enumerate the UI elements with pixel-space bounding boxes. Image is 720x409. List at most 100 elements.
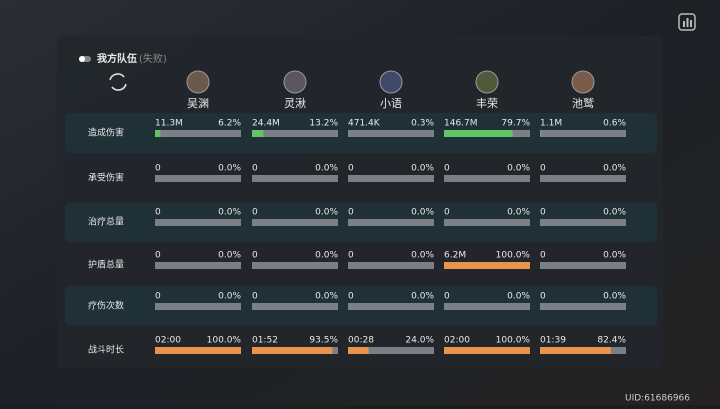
cell-value: 0 bbox=[540, 251, 546, 261]
cell-percent: 0.0% bbox=[507, 164, 530, 174]
bar-track bbox=[540, 303, 626, 310]
cell-value: 01:52 bbox=[252, 336, 278, 346]
cell-percent: 0.0% bbox=[218, 251, 241, 261]
avatar bbox=[380, 71, 402, 93]
avatar bbox=[572, 71, 594, 93]
bar-track bbox=[155, 130, 241, 137]
bar-fill bbox=[444, 262, 530, 269]
bar-fill bbox=[348, 347, 369, 354]
character-name: 吴渊 bbox=[187, 97, 209, 110]
cell-value: 0 bbox=[252, 208, 258, 218]
cell-percent: 13.2% bbox=[309, 119, 338, 129]
cell-percent: 0.0% bbox=[411, 251, 434, 261]
cell-percent: 0.0% bbox=[315, 208, 338, 218]
cell-percent: 0.0% bbox=[218, 208, 241, 218]
cell-value: 0 bbox=[155, 251, 161, 261]
cell-percent: 100.0% bbox=[496, 251, 531, 261]
avatar bbox=[187, 71, 209, 93]
cell-percent: 0.0% bbox=[315, 251, 338, 261]
bar-fill bbox=[540, 130, 541, 137]
bar-track bbox=[348, 175, 434, 182]
toggle[interactable] bbox=[79, 56, 91, 62]
bar-track bbox=[444, 303, 530, 310]
row-label: 治疗总量 bbox=[88, 216, 124, 228]
row-label: 战斗时长 bbox=[88, 344, 124, 356]
uid: UID:61686966 bbox=[625, 394, 690, 404]
cell-value: 0 bbox=[348, 292, 354, 302]
bar-track bbox=[252, 130, 338, 137]
cell-percent: 24.0% bbox=[405, 336, 434, 346]
bar-fill bbox=[252, 347, 332, 354]
cell-percent: 0.0% bbox=[411, 208, 434, 218]
cell-percent: 100.0% bbox=[496, 336, 531, 346]
cell-percent: 100.0% bbox=[207, 336, 242, 346]
bar-track bbox=[252, 303, 338, 310]
cell-value: 0 bbox=[252, 164, 258, 174]
bar-track bbox=[444, 219, 530, 226]
character-name: 丰荣 bbox=[476, 97, 498, 110]
cell-percent: 0.0% bbox=[315, 164, 338, 174]
cell-percent: 0.3% bbox=[411, 119, 434, 129]
cell-value: 0 bbox=[444, 208, 450, 218]
row-label: 承受伤害 bbox=[88, 172, 124, 184]
bar-track bbox=[155, 262, 241, 269]
bar-track bbox=[252, 175, 338, 182]
character-name: 小语 bbox=[380, 97, 402, 110]
cell-value: 0 bbox=[252, 292, 258, 302]
bar-track bbox=[540, 262, 626, 269]
character-name: 池鹫 bbox=[572, 96, 594, 110]
bar-track bbox=[155, 219, 241, 226]
row-label: 护盾总量 bbox=[88, 259, 124, 271]
bar-track bbox=[444, 175, 530, 182]
cell-value: 01:39 bbox=[540, 336, 566, 346]
cell-value: 146.7M bbox=[444, 119, 478, 129]
cell-percent: 0.0% bbox=[507, 208, 530, 218]
bar-track bbox=[348, 219, 434, 226]
avatar bbox=[284, 71, 306, 93]
cell-value: 02:00 bbox=[155, 336, 181, 346]
avatar bbox=[476, 71, 498, 93]
cell-value: 0 bbox=[540, 164, 546, 174]
cell-percent: 82.4% bbox=[597, 336, 626, 346]
cell-value: 0 bbox=[252, 251, 258, 261]
cell-percent: 0.0% bbox=[603, 251, 626, 261]
bar-fill bbox=[252, 130, 263, 137]
bar-track bbox=[540, 219, 626, 226]
bar-track bbox=[540, 175, 626, 182]
team-status: (失败) bbox=[139, 52, 167, 65]
cell-value: 6.2M bbox=[444, 251, 466, 261]
cell-value: 02:00 bbox=[444, 336, 470, 346]
cell-value: 0 bbox=[155, 208, 161, 218]
cell-percent: 0.6% bbox=[603, 119, 626, 129]
cell-value: 0 bbox=[348, 164, 354, 174]
cell-value: 24.4M bbox=[252, 119, 280, 129]
cell-value: 0 bbox=[155, 292, 161, 302]
cell-percent: 0.0% bbox=[218, 164, 241, 174]
row-label: 疗伤次数 bbox=[88, 300, 124, 312]
cell-value: 0 bbox=[540, 208, 546, 218]
cell-value: 0 bbox=[348, 208, 354, 218]
bar-fill bbox=[444, 347, 530, 354]
cell-percent: 0.0% bbox=[411, 164, 434, 174]
cell-percent: 79.7% bbox=[501, 119, 530, 129]
bar-track bbox=[155, 175, 241, 182]
cell-percent: 6.2% bbox=[218, 119, 241, 129]
character-name: 灵湫 bbox=[284, 97, 306, 110]
cell-percent: 0.0% bbox=[218, 292, 241, 302]
cell-value: 0 bbox=[348, 251, 354, 261]
bar-track bbox=[155, 303, 241, 310]
cell-percent: 0.0% bbox=[603, 164, 626, 174]
row-label: 造成伤害 bbox=[88, 127, 124, 139]
bar-track bbox=[348, 130, 434, 137]
cell-percent: 0.0% bbox=[507, 292, 530, 302]
cell-value: 0 bbox=[155, 164, 161, 174]
bar-fill bbox=[540, 347, 611, 354]
cell-percent: 0.0% bbox=[315, 292, 338, 302]
cell-percent: 0.0% bbox=[603, 292, 626, 302]
cell-value: 0 bbox=[444, 292, 450, 302]
cell-value: 11.3M bbox=[155, 119, 183, 129]
cell-value: 0 bbox=[540, 292, 546, 302]
bar-track bbox=[540, 130, 626, 137]
cell-percent: 93.5% bbox=[309, 336, 338, 346]
